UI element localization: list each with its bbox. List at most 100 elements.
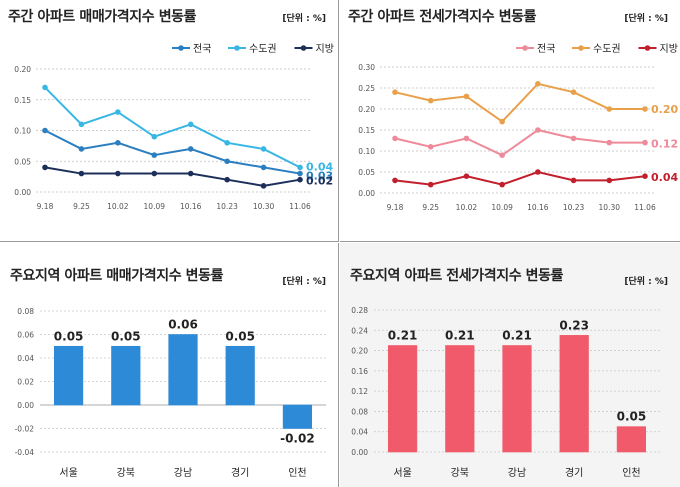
- legend-marker: [644, 45, 651, 51]
- end-value-label: 0.12: [651, 138, 678, 151]
- data-point: [570, 177, 577, 184]
- data-point: [606, 106, 613, 112]
- y-tick-label: 0.12: [351, 387, 368, 396]
- data-point: [392, 177, 398, 184]
- data-point: [642, 139, 648, 146]
- data-point: [570, 89, 577, 95]
- end-value-label: 0.04: [651, 171, 678, 184]
- value-label: 0.23: [559, 318, 589, 332]
- data-point: [427, 97, 434, 104]
- bar-강북: [445, 345, 475, 453]
- y-tick-label: 0.15: [14, 96, 31, 105]
- jeonse-line-chart: 0.00 0.05 0.10 0.15 0.20 0.25 0.30 9.18 9.25 10.0…: [358, 43, 678, 212]
- x-tick-label: 9.25: [422, 203, 439, 212]
- data-point: [499, 118, 505, 125]
- y-tick-label: 0.20: [358, 105, 375, 114]
- data-point: [151, 170, 158, 177]
- bar-경기: [225, 345, 255, 406]
- y-tick-label: 0.04: [351, 428, 368, 437]
- x-tick-label: 9.25: [73, 202, 90, 211]
- data-point: [42, 127, 48, 134]
- y-tick-label: 0.30: [358, 63, 375, 72]
- x-tick-label: 9.18: [387, 203, 404, 212]
- x-tick-label: 10.02: [456, 203, 478, 212]
- category-label: 강남: [174, 467, 192, 479]
- y-tick-label: 0.20: [14, 65, 31, 74]
- data-point: [392, 89, 398, 95]
- y-tick-label: 0.05: [14, 157, 31, 166]
- jeonse-weekly-panel: 주간 아파트 전세가격지수 변동률 [단위 : %] 0.00 0.05 0.10 0…: [340, 0, 680, 242]
- y-tick-label: 0.00: [14, 188, 31, 197]
- y-tick-label: 0.00: [351, 448, 368, 457]
- data-point: [187, 121, 194, 128]
- x-tick-label: 9.18: [37, 202, 54, 211]
- data-point: [297, 176, 303, 183]
- x-tick-label: 10.30: [253, 202, 275, 211]
- category-label: 인천: [288, 467, 306, 479]
- data-point: [463, 93, 470, 100]
- y-tick-label: 0.08: [351, 407, 368, 416]
- data-point: [427, 144, 434, 150]
- region-sale-bar-chart: -0.04 -0.02 0.00 0.02 0.04 0.06 0.08 0.05 서울 0.05…: [15, 307, 326, 479]
- data-point: [427, 181, 434, 188]
- data-point: [260, 164, 267, 171]
- data-point: [78, 170, 85, 177]
- end-value-label: 0.04: [306, 160, 333, 173]
- y-tick-label: 0.00: [17, 401, 34, 410]
- data-point: [499, 152, 505, 158]
- y-tick-label: 0.00: [358, 189, 375, 198]
- x-tick-label: 10.23: [216, 202, 238, 211]
- x-tick-label: 10.16: [180, 202, 202, 211]
- y-tick-label: 0.08: [17, 307, 34, 316]
- series-line-전국: [44, 129, 301, 175]
- y-tick-label: 0.05: [358, 168, 375, 177]
- data-point: [115, 140, 121, 146]
- data-point: [78, 146, 85, 152]
- data-point: [42, 84, 48, 91]
- data-point: [642, 106, 648, 112]
- data-point: [151, 152, 158, 158]
- data-point: [535, 169, 541, 175]
- data-point: [260, 183, 267, 189]
- data-point: [187, 170, 194, 177]
- category-label: 서울: [59, 467, 77, 479]
- end-value-label: 0.02: [306, 175, 333, 188]
- y-tick-label: 0.02: [17, 378, 34, 387]
- unit-label: [단위 : %]: [624, 14, 668, 24]
- category-label: 강남: [508, 467, 526, 479]
- data-point: [260, 146, 267, 152]
- x-tick-label: 11.06: [289, 202, 311, 211]
- bar-강남: [168, 334, 198, 406]
- chart-title: 주요지역 아파트 전세가격지수 변동률: [350, 268, 564, 284]
- data-point: [297, 164, 303, 171]
- data-point: [570, 135, 577, 142]
- y-tick-label: 0.15: [358, 126, 375, 135]
- end-value-label: 0.03: [306, 170, 333, 183]
- y-tick-label: 0.10: [14, 127, 31, 136]
- legend-marker: [178, 45, 184, 51]
- unit-label: [단위 : %]: [282, 277, 326, 287]
- y-tick-label: 0.28: [351, 306, 368, 315]
- value-label: 0.06: [168, 318, 198, 332]
- category-label: 인천: [622, 467, 640, 479]
- value-label: 0.05: [54, 329, 84, 343]
- data-point: [224, 176, 230, 183]
- category-label: 강북: [451, 467, 469, 479]
- data-point: [463, 173, 470, 179]
- data-point: [606, 177, 613, 184]
- category-label: 강북: [117, 467, 135, 479]
- data-point: [535, 127, 541, 133]
- unit-label: [단위 : %]: [282, 14, 326, 24]
- series-line-수도권: [394, 82, 645, 123]
- unit-label: [단위 : %]: [624, 277, 668, 287]
- legend-label: 수도권: [593, 43, 621, 55]
- y-tick-label: 0.16: [351, 367, 368, 376]
- legend-marker: [578, 45, 584, 51]
- legend-label: 전국: [537, 43, 555, 55]
- bar-강남: [502, 345, 532, 453]
- series-line-지방: [394, 170, 646, 186]
- data-point: [606, 139, 613, 146]
- x-tick-label: 10.02: [107, 202, 129, 211]
- x-tick-label: 10.23: [563, 203, 585, 212]
